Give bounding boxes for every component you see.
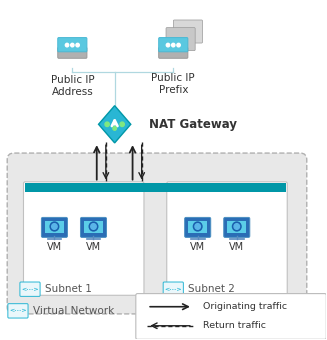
Polygon shape: [98, 106, 131, 143]
Circle shape: [172, 43, 175, 47]
Text: <···>: <···>: [9, 308, 27, 313]
Circle shape: [193, 222, 202, 231]
Circle shape: [166, 43, 170, 47]
FancyBboxPatch shape: [224, 217, 250, 237]
Text: Originating traffic: Originating traffic: [202, 302, 287, 311]
FancyBboxPatch shape: [42, 217, 67, 237]
FancyBboxPatch shape: [136, 294, 326, 339]
Text: Subnet 1: Subnet 1: [45, 284, 92, 294]
Text: VM: VM: [86, 241, 101, 252]
Text: <···>: <···>: [164, 287, 182, 292]
Text: NAT Gateway: NAT Gateway: [149, 118, 237, 131]
FancyBboxPatch shape: [24, 182, 144, 295]
Circle shape: [89, 222, 98, 231]
Text: Return traffic: Return traffic: [202, 321, 266, 330]
Circle shape: [71, 43, 74, 47]
Circle shape: [120, 122, 124, 126]
FancyBboxPatch shape: [58, 38, 87, 52]
Text: VM: VM: [229, 241, 244, 252]
Text: <···>: <···>: [21, 287, 39, 292]
FancyBboxPatch shape: [167, 182, 287, 295]
FancyBboxPatch shape: [20, 282, 40, 296]
FancyBboxPatch shape: [163, 282, 183, 296]
FancyBboxPatch shape: [185, 217, 211, 237]
FancyBboxPatch shape: [159, 47, 188, 58]
Text: Subnet 2: Subnet 2: [188, 284, 235, 294]
Bar: [25, 183, 285, 192]
Bar: [188, 221, 207, 233]
Circle shape: [50, 222, 59, 231]
Bar: [84, 221, 103, 233]
Circle shape: [177, 43, 180, 47]
Circle shape: [91, 224, 96, 229]
Bar: [45, 221, 64, 233]
Circle shape: [232, 222, 241, 231]
Circle shape: [234, 224, 239, 229]
Text: VM: VM: [47, 241, 62, 252]
Text: Virtual Network: Virtual Network: [33, 306, 114, 316]
FancyBboxPatch shape: [58, 47, 87, 58]
Text: Public IP
Prefix: Public IP Prefix: [151, 73, 195, 95]
Text: Public IP
Address: Public IP Address: [50, 75, 94, 97]
Circle shape: [52, 224, 57, 229]
Text: VM: VM: [190, 241, 205, 252]
FancyBboxPatch shape: [159, 38, 188, 52]
Circle shape: [195, 224, 200, 229]
Circle shape: [65, 43, 69, 47]
Bar: [227, 221, 246, 233]
FancyBboxPatch shape: [7, 153, 307, 314]
Circle shape: [105, 122, 109, 126]
Circle shape: [113, 126, 116, 130]
FancyBboxPatch shape: [8, 304, 28, 318]
FancyBboxPatch shape: [173, 20, 202, 43]
FancyBboxPatch shape: [166, 28, 195, 51]
FancyBboxPatch shape: [80, 217, 107, 237]
Circle shape: [76, 43, 79, 47]
